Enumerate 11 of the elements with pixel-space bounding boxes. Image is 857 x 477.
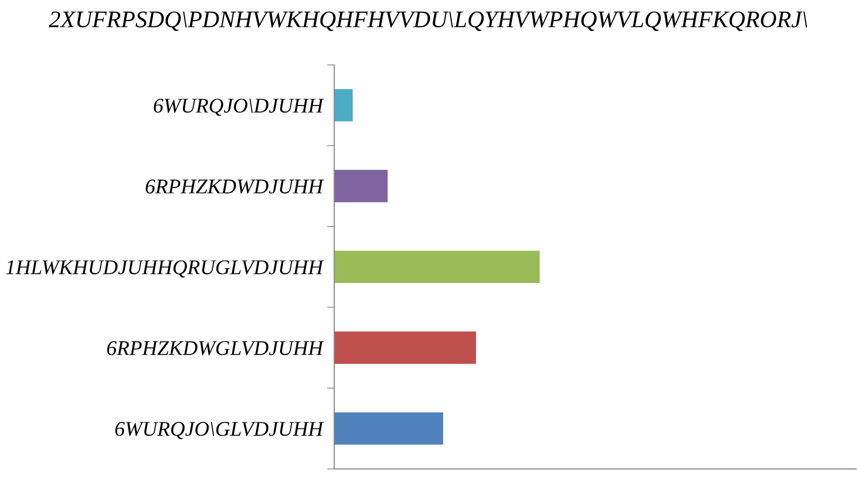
y-tick-label: 6RPHZKDWDJUHH — [146, 180, 324, 194]
y-tick-label: 6WURQJO\GLVDJUHH — [115, 422, 324, 440]
bar — [334, 332, 476, 364]
y-tick-label: 6RPHZKDWGLVDJUHH — [107, 341, 324, 356]
y-tick-label: 1HLWKHUDJUHHQRUGLVDJUHH — [6, 260, 324, 278]
chart-title: 2XUFRPSDQ\PDNHVWKHQHFHVVDU\LQYHVWPHQWVLQWHFKQRORJ\ — [48, 12, 808, 31]
bar — [334, 412, 444, 445]
bar — [334, 250, 540, 284]
bar — [334, 89, 353, 122]
y-tick-label: 6WURQJO\DJUHH — [154, 98, 324, 116]
bar — [334, 170, 388, 202]
